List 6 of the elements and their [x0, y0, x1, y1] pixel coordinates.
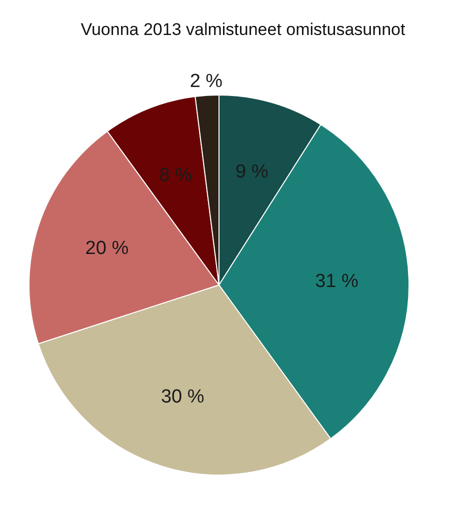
- data-label: 20 %: [85, 238, 129, 260]
- chart-title: Vuonna 2013 valmistuneet omistusasunnot: [80, 20, 406, 40]
- data-label: 8 %: [159, 164, 192, 186]
- data-label: 30 %: [160, 386, 204, 408]
- data-label: 31 %: [315, 270, 358, 292]
- data-label: 2 %: [190, 70, 223, 92]
